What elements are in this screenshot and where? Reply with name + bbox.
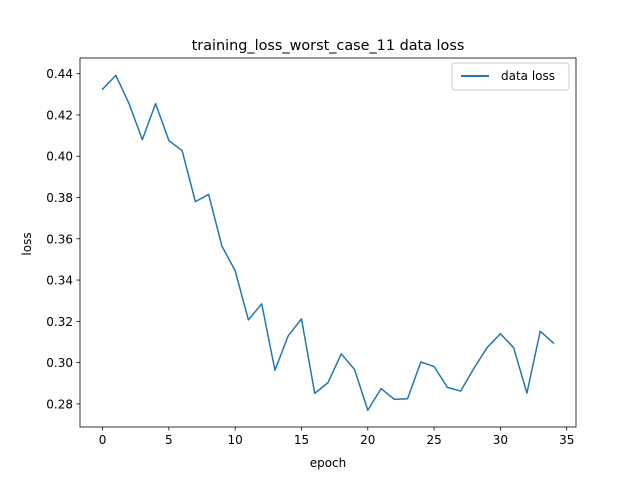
y-tick-label: 0.32	[46, 315, 73, 329]
x-tick-label: 15	[294, 433, 309, 447]
legend-label: data loss	[501, 69, 555, 83]
y-tick-label: 0.44	[46, 67, 73, 81]
y-tick-label: 0.40	[46, 150, 73, 164]
x-tick-label: 25	[426, 433, 441, 447]
y-tick-label: 0.28	[46, 397, 73, 411]
x-tick-label: 10	[228, 433, 243, 447]
y-tick-label: 0.38	[46, 191, 73, 205]
y-axis-ticks: 0.28 0.30 0.32 0.34 0.36 0.38 0.40 0.42 0.44	[46, 67, 80, 411]
legend-box	[451, 62, 570, 91]
x-tick-label: 30	[493, 433, 508, 447]
y-tick-label: 0.36	[46, 232, 73, 246]
x-axis-label: epoch	[310, 456, 347, 470]
x-tick-label: 20	[360, 433, 375, 447]
y-tick-label: 0.42	[46, 108, 73, 122]
series-line	[101, 74, 555, 412]
y-tick-label: 0.34	[46, 274, 73, 288]
x-tick-label: 0	[99, 433, 107, 447]
x-tick-label: 5	[165, 433, 173, 447]
x-tick-label: 35	[559, 433, 574, 447]
chart-title: training_loss_worst_case_11 data loss	[192, 38, 465, 54]
y-axis-label: loss	[20, 232, 34, 255]
legend: data loss	[451, 62, 570, 91]
axes-frame	[79, 57, 577, 428]
x-axis-ticks: 0 5 10 15 20 25 30 35	[99, 427, 574, 447]
y-tick-label: 0.30	[46, 356, 73, 370]
plot-area	[79, 57, 577, 428]
